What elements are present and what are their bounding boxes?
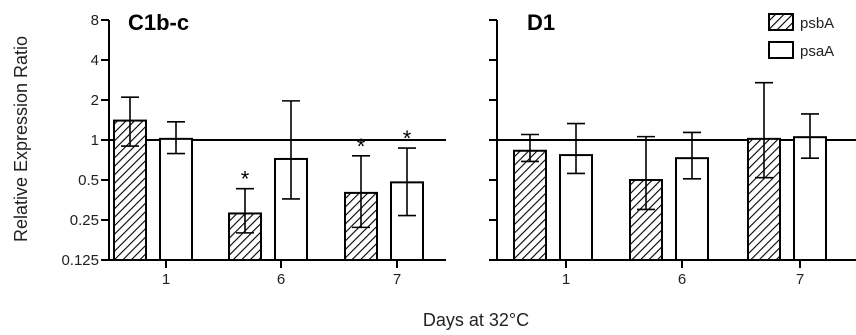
significance-marker: * <box>403 126 412 151</box>
y-tick-label: 1 <box>91 132 99 149</box>
legend: psbA psaA <box>768 13 834 60</box>
y-tick-label: 8 <box>91 12 99 29</box>
y-tick-label: 2 <box>91 92 99 109</box>
y-tick-label: 0.125 <box>61 252 99 269</box>
significance-marker: * <box>357 134 366 159</box>
x-tick-label: 1 <box>162 271 170 288</box>
x-tick-label: 6 <box>277 271 285 288</box>
y-tick-label: 4 <box>91 52 99 69</box>
panel-title: D1 <box>527 10 555 35</box>
panel-1: C1b-c 0.125 0.25 0.5 1 2 4 8 1 6 * 7 * * <box>61 10 446 288</box>
panel-title: C1b-c <box>128 10 189 35</box>
legend-swatch-psbA <box>768 13 794 31</box>
panel-2: D1 1 6 7 <box>489 10 856 288</box>
significance-marker: * <box>241 167 250 192</box>
legend-label-psbA: psbA <box>800 15 834 32</box>
y-tick-label: 0.5 <box>78 172 99 189</box>
y-axis-title: Relative Expression Ratio <box>11 36 31 242</box>
x-tick-label: 6 <box>678 271 686 288</box>
x-tick-label: 7 <box>393 271 401 288</box>
bar-psaA-day-1 <box>159 137 193 262</box>
legend-swatch-psaA <box>768 41 794 59</box>
x-axis-title: Days at 32°C <box>423 310 529 330</box>
panels: C1b-c 0.125 0.25 0.5 1 2 4 8 1 6 * 7 * * D1 1 6 7 <box>61 10 856 288</box>
legend-label-psaA: psaA <box>800 43 834 60</box>
bar-psbA-day-1 <box>513 149 547 261</box>
x-tick-label: 1 <box>562 271 570 288</box>
y-tick-label: 0.25 <box>70 212 99 229</box>
x-tick-label: 7 <box>796 271 804 288</box>
